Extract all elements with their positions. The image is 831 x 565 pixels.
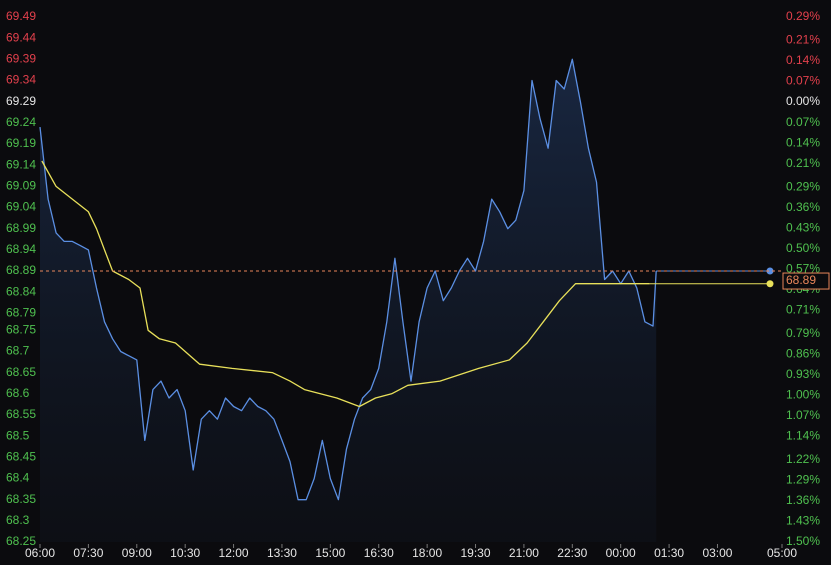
y2-tick-label: 0.71% [786, 302, 820, 316]
y-tick-label: 69.24 [6, 115, 36, 129]
y2-tick-label: 0.36% [786, 200, 820, 214]
x-tick-label: 00:00 [606, 546, 636, 560]
x-tick-label: 16:30 [364, 546, 394, 560]
y-tick-label: 68.25 [6, 534, 36, 548]
y2-tick-label: 0.43% [786, 220, 820, 234]
last-price-box [782, 272, 830, 290]
x-tick-label: 10:30 [170, 546, 200, 560]
y-tick-label: 68.75 [6, 322, 36, 336]
x-tick-label: 12:00 [219, 546, 249, 560]
series-line [39, 58, 657, 501]
y2-tick-label: 0.00% [786, 94, 820, 108]
x-tick-label: 22:30 [557, 546, 587, 560]
y-tick-label: 69.49 [6, 9, 36, 23]
y-tick-label: 68.45 [6, 449, 36, 463]
y-tick-label: 69.34 [6, 73, 36, 87]
y-tick-label: 68.99 [6, 221, 36, 235]
y2-tick-label: 1.22% [786, 452, 820, 466]
y-tick-label: 68.65 [6, 365, 36, 379]
x-tick-label: 13:30 [267, 546, 297, 560]
y-tick-label: 68.3 [6, 513, 30, 527]
y2-tick-label: 0.21% [786, 33, 820, 47]
y2-tick-label: 1.36% [786, 493, 820, 507]
y2-tick-label: 0.93% [786, 367, 820, 381]
x-tick-label: 09:00 [122, 546, 152, 560]
y2-tick-label: 1.43% [786, 514, 820, 528]
y2-tick-label: 1.50% [786, 534, 820, 548]
y-tick-label: 69.19 [6, 136, 36, 150]
y2-tick-label: 0.14% [786, 53, 820, 67]
y2-tick-label: 1.07% [786, 408, 820, 422]
y-tick-label: 68.6 [6, 386, 30, 400]
y-tick-label: 68.84 [6, 284, 36, 298]
y2-tick-label: 0.29% [786, 9, 820, 23]
y2-tick-label: 0.07% [786, 74, 820, 88]
y2-tick-label: 1.14% [786, 429, 820, 443]
y-tick-label: 68.79 [6, 306, 36, 320]
x-tick-label: 03:00 [702, 546, 732, 560]
x-tick-label: 07:30 [73, 546, 103, 560]
last-value-dot [766, 267, 774, 275]
y2-tick-label: 0.86% [786, 346, 820, 360]
y2-tick-label: 1.29% [786, 473, 820, 487]
y-tick-label: 69.04 [6, 200, 36, 214]
y-tick-label: 69.14 [6, 157, 36, 171]
y-tick-label: 68.4 [6, 471, 30, 485]
y2-tick-label: 0.07% [786, 115, 820, 129]
y-tick-label: 68.5 [6, 428, 30, 442]
y-tick-label: 68.55 [6, 407, 36, 421]
y2-tick-label: 0.79% [786, 326, 820, 340]
x-tick-label: 05:00 [767, 546, 797, 560]
y2-tick-label: 0.57% [786, 261, 820, 275]
y2-tick-label: 1.00% [786, 388, 820, 402]
y-tick-label: 69.39 [6, 52, 36, 66]
y2-tick-label: 0.14% [786, 135, 820, 149]
last-value-dot [766, 280, 774, 288]
price-area [40, 59, 657, 543]
y-tick-label: 68.7 [6, 344, 30, 358]
x-tick-label: 01:30 [654, 546, 684, 560]
y-tick-label: 68.35 [6, 492, 36, 506]
x-tick-label: 21:00 [509, 546, 539, 560]
x-tick-label: 15:00 [315, 546, 345, 560]
y2-tick-label: 0.50% [786, 241, 820, 255]
y-tick-label: 69.44 [6, 30, 36, 44]
y-tick-label: 69.29 [6, 94, 36, 108]
series-line [41, 160, 650, 408]
y2-tick-label: 0.21% [786, 156, 820, 170]
y-tick-label: 68.89 [6, 263, 36, 277]
x-tick-label: 19:30 [461, 546, 491, 560]
last-price-label: 68.89 [786, 273, 816, 287]
y-tick-label: 68.94 [6, 242, 36, 256]
x-tick-label: 18:00 [412, 546, 442, 560]
y-tick-label: 69.09 [6, 179, 36, 193]
y2-tick-label: 0.29% [786, 179, 820, 193]
x-tick-label: 06:00 [25, 546, 55, 560]
